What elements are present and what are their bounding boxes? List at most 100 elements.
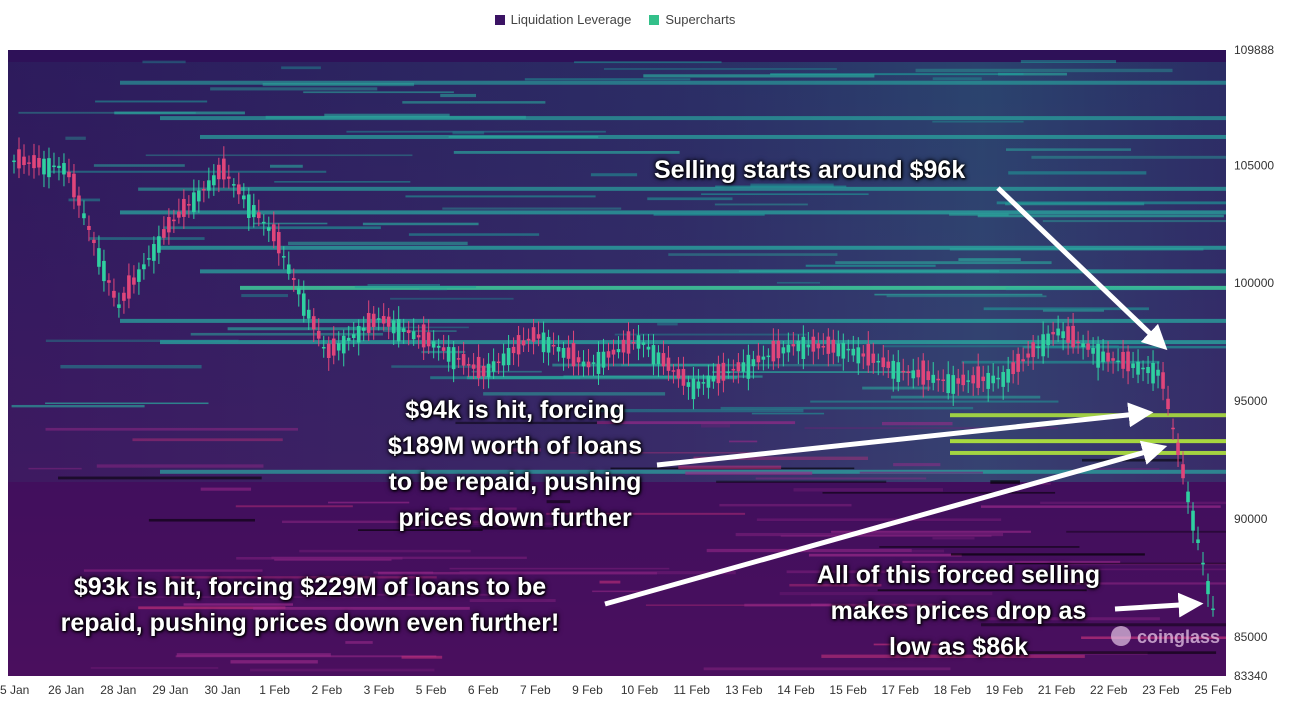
candle-body (1141, 367, 1145, 370)
candle-body (112, 290, 116, 298)
candle-body (891, 360, 896, 379)
candle-body (741, 362, 746, 372)
candle-body (661, 353, 666, 367)
heatmap-streak (983, 651, 1217, 654)
candle-body (881, 357, 886, 368)
candle-body (286, 264, 291, 274)
heatmap-streak (65, 136, 86, 140)
candle-body (901, 370, 906, 373)
candle-body (581, 361, 586, 367)
candle-body (1086, 343, 1090, 350)
candle-body (17, 149, 21, 169)
heatmap-streak (391, 365, 494, 368)
candle-body (1166, 398, 1170, 410)
candle-body (556, 346, 561, 352)
candle-body (621, 339, 626, 353)
heatmap-streak (738, 270, 1000, 273)
candle-body (87, 225, 91, 230)
candle-body (931, 374, 936, 383)
candle-body (1041, 334, 1045, 357)
candle-body (886, 361, 891, 368)
x-tick-label: 14 Feb (777, 683, 815, 697)
candle-body (446, 346, 451, 362)
candle-body (356, 326, 361, 343)
candle-body (117, 304, 121, 308)
heatmap-streak (980, 505, 1221, 508)
candle-body (421, 324, 426, 348)
y-tick-label: 85000 (1234, 630, 1268, 644)
heatmap-streak (469, 527, 555, 530)
candle-body (1161, 372, 1165, 389)
heatmap-streak (449, 567, 670, 570)
candle-body (331, 338, 336, 356)
candle-body (107, 280, 111, 283)
annotation-93k-line1: $93k is hit, forcing $229M of loans to b… (73, 573, 547, 601)
candle-body (921, 360, 926, 385)
legend-item-liquidation[interactable]: Liquidation Leverage (494, 12, 632, 27)
candle-body (381, 316, 386, 324)
x-tick-label: 5 Feb (416, 683, 447, 697)
candle-body (1176, 442, 1180, 455)
heatmap-streak (469, 599, 556, 603)
candle-body (157, 236, 161, 253)
arrow-selling-start (996, 186, 1168, 351)
candle-body (746, 354, 751, 379)
candle-body (846, 348, 851, 351)
candle-body (796, 340, 801, 352)
heatmap-streak (210, 87, 378, 91)
heatmap-streak (647, 197, 733, 201)
legend-label-liquidation: Liquidation Leverage (510, 12, 632, 27)
candle-body (681, 368, 686, 386)
heatmap-streak (1014, 562, 1226, 565)
candle-body (192, 192, 196, 213)
legend-item-supercharts[interactable]: Supercharts (649, 12, 735, 27)
candle-body (851, 348, 856, 356)
candle-body (281, 256, 286, 258)
heatmap-streak (877, 589, 1087, 592)
candle-body (561, 347, 566, 358)
candle-body (696, 381, 701, 389)
candle-body (676, 369, 681, 379)
annotation-86k-line3: low as $86k (889, 633, 1028, 661)
candle-body (951, 375, 956, 394)
candle-body (326, 343, 331, 358)
heatmap-streak (1040, 501, 1226, 505)
candle-body (601, 351, 606, 368)
candle-body (526, 338, 531, 341)
annotation-93k-line2: repaid, pushing prices down even further… (60, 609, 560, 637)
candle-body (571, 342, 576, 367)
heatmap-streak (405, 195, 596, 198)
liquidation-band (240, 186, 1226, 191)
candle-body (1111, 358, 1115, 361)
candle-body (466, 364, 471, 366)
heatmap-streak (874, 293, 1043, 296)
heatmap-streak (562, 451, 771, 454)
heatmap-streak (236, 557, 403, 560)
candle-body (946, 374, 951, 394)
candle-body (1196, 539, 1200, 544)
heatmap-streak (190, 332, 383, 336)
candle-body (227, 176, 231, 179)
candle-body (291, 278, 296, 280)
arrow-86k (1114, 592, 1204, 618)
heatmap-streak (1042, 309, 1105, 312)
annotation-selling-start: Selling starts around $96k (654, 156, 966, 184)
heatmap-streak (890, 395, 1041, 399)
heatmap-streak (419, 288, 447, 291)
candle-body (841, 342, 846, 359)
annotation-94k-line2: $189M worth of loans (387, 432, 643, 460)
candle-body (941, 379, 946, 382)
heatmap-streak (961, 360, 1160, 364)
heatmap-streak (265, 115, 526, 119)
heatmap-streak (281, 66, 321, 70)
candle-body (42, 158, 46, 175)
heatmap-streak (706, 548, 912, 553)
candle-body (781, 347, 786, 354)
candle-body (511, 346, 516, 354)
heatmap-streak (720, 406, 974, 410)
candle-body (67, 171, 71, 178)
heatmap-streak (756, 518, 1002, 522)
liquidation-band (950, 450, 1226, 455)
candle-body (641, 342, 646, 345)
liquidation-band (200, 269, 1226, 274)
